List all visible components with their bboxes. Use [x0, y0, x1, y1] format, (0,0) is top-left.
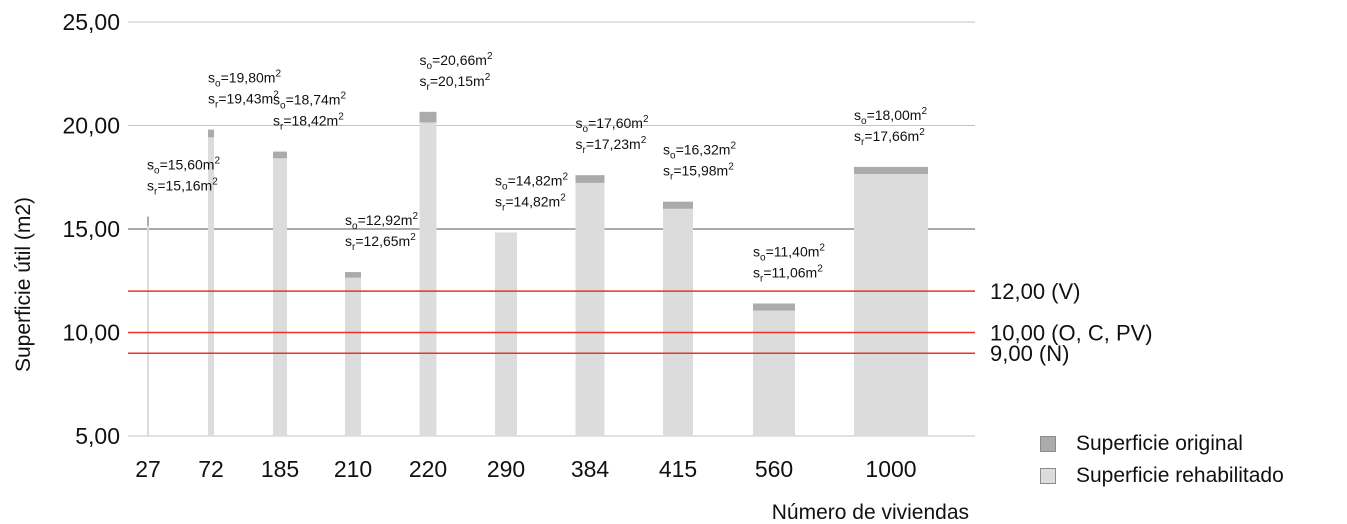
data-label-rehabilitado: sr=20,15m2: [420, 72, 491, 93]
data-label-rehabilitado: sr=14,82m2: [495, 193, 566, 214]
data-label-rehabilitado: sr=15,16m2: [147, 177, 218, 198]
y-tick-label: 20,00: [62, 113, 120, 139]
y-tick-label: 5,00: [75, 423, 120, 449]
y-axis-label: Superficie útil (m2): [12, 197, 35, 372]
legend-item-original: Superficie original: [1040, 428, 1284, 460]
bar-rehabilitado: [419, 122, 437, 437]
reference-line-label: 12,00 (V): [990, 279, 1081, 304]
data-label-original: so=18,00m2: [854, 106, 927, 127]
x-tick-label: 1000: [865, 456, 916, 482]
legend: Superficie original Superficie rehabilit…: [1040, 428, 1284, 492]
data-label-original: so=11,40m2: [753, 243, 825, 264]
legend-item-rehabilitado: Superficie rehabilitado: [1040, 460, 1284, 492]
data-label-original: so=19,80m2: [208, 69, 281, 90]
bar-rehabilitado: [854, 173, 928, 437]
y-tick-label: 15,00: [62, 216, 120, 242]
x-tick-labels: 27 72 185 210 220 290 384 415 560 1000: [135, 456, 916, 482]
x-tick-label: 210: [334, 456, 372, 482]
data-label-rehabilitado: sr=15,98m2: [663, 162, 734, 183]
x-tick-label: 560: [755, 456, 793, 482]
data-label-rehabilitado: sr=18,42m2: [273, 112, 344, 133]
legend-label-rehabilitado: Superficie rehabilitado: [1076, 464, 1284, 487]
bar-rehabilitado: [273, 158, 287, 436]
bar-rehabilitado: [575, 182, 605, 436]
data-label-rehabilitado: sr=17,66m2: [854, 127, 925, 148]
legend-label-original: Superficie original: [1076, 432, 1243, 455]
data-label-original: so=16,32m2: [663, 141, 736, 162]
x-tick-label: 185: [261, 456, 299, 482]
bar-rehabilitado: [753, 310, 795, 436]
x-axis-label: Número de viviendas: [772, 501, 969, 524]
x-tick-label: 220: [409, 456, 447, 482]
y-tick-label: 25,00: [62, 9, 120, 35]
bar-rehabilitado: [208, 137, 214, 436]
x-tick-label: 290: [487, 456, 525, 482]
data-label-original: so=12,92m2: [345, 211, 418, 232]
bar-rehabilitado: [147, 225, 149, 436]
bar-rehabilitado: [495, 232, 517, 436]
y-tick-labels: 5,00 10,00 15,00 20,00 25,00: [62, 9, 120, 449]
bars: [147, 111, 928, 437]
y-tick-label: 10,00: [62, 320, 120, 346]
legend-swatch-original: [1040, 436, 1056, 452]
bar-rehabilitado: [663, 208, 693, 436]
data-label-rehabilitado: sr=11,06m2: [753, 264, 823, 285]
x-tick-label: 384: [571, 456, 610, 482]
reference-line-label: 9,00 (N): [990, 341, 1069, 366]
data-label-rehabilitado: sr=17,23m2: [576, 135, 647, 156]
data-label-rehabilitado: sr=12,65m2: [345, 232, 416, 253]
reference-lines: 12,00 (V) 10,00 (O, C, PV)9,00 (N): [128, 279, 1153, 366]
reference-line-label: 10,00 (O, C, PV): [990, 321, 1153, 346]
legend-swatch-rehabilitado: [1040, 468, 1056, 484]
data-label-original: so=20,66m2: [420, 51, 493, 72]
data-label-original: so=14,82m2: [495, 172, 568, 193]
x-tick-label: 415: [659, 456, 697, 482]
data-label-original: so=18,74m2: [273, 91, 346, 112]
x-tick-label: 27: [135, 456, 161, 482]
data-label-original: so=17,60m2: [576, 114, 649, 135]
x-tick-label: 72: [198, 456, 224, 482]
bar-rehabilitado: [345, 277, 361, 436]
data-label-original: so=15,60m2: [147, 156, 220, 177]
data-label-rehabilitado: sr=19,43m2: [208, 90, 279, 111]
